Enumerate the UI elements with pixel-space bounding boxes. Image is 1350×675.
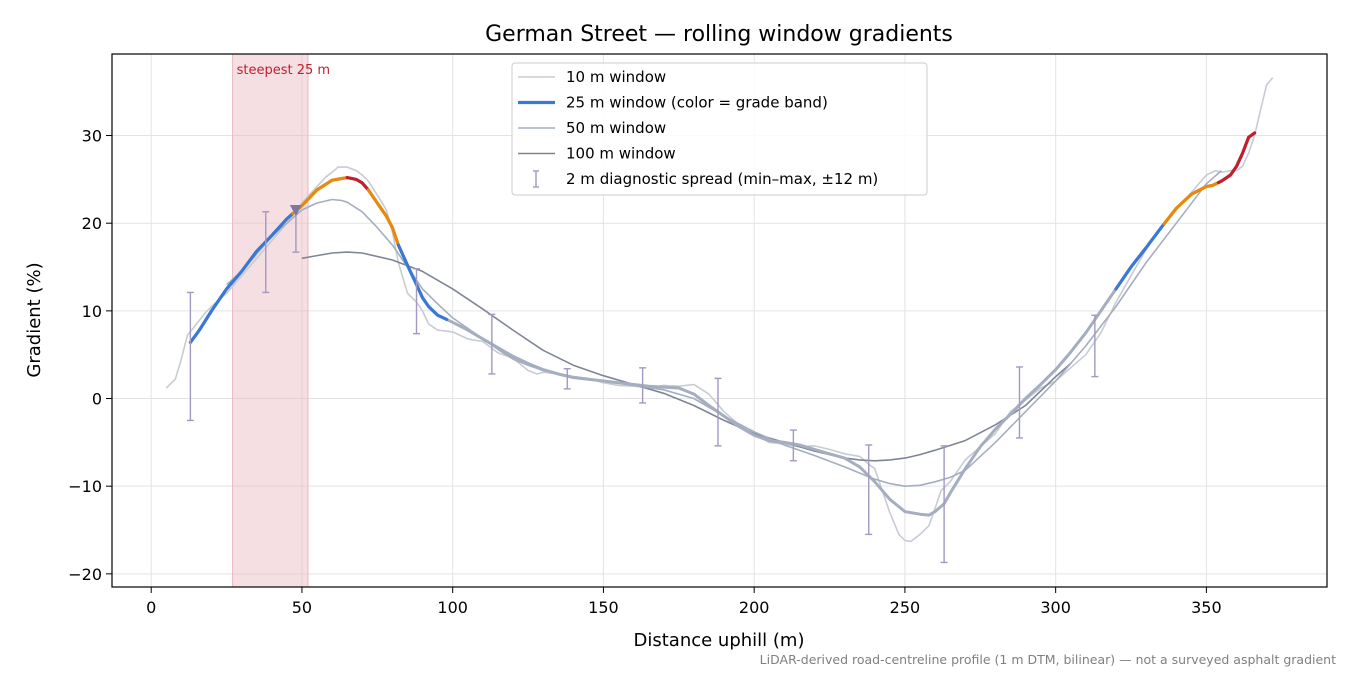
x-tick-label: 350 bbox=[1191, 598, 1222, 617]
y-tick-label: 30 bbox=[82, 127, 102, 146]
x-axis-ticks: 0 50 100 150 200 250 300 350 bbox=[146, 587, 1222, 617]
legend: 10 m window 25 m window (color = grade ba… bbox=[511, 62, 928, 196]
y-tick-label: 10 bbox=[82, 302, 102, 321]
x-tick-label: 250 bbox=[890, 598, 921, 617]
x-tick-label: 200 bbox=[739, 598, 770, 617]
grade-band-segment bbox=[345, 176, 370, 192]
y-axis-ticks: −20 −10 0 10 20 30 bbox=[68, 127, 112, 584]
x-tick-label: 300 bbox=[1040, 598, 1071, 617]
grade-band-segment bbox=[366, 188, 400, 247]
x-tick-label: 0 bbox=[146, 598, 156, 617]
steepest-window-label: steepest 25 m bbox=[237, 63, 330, 78]
steepest-shade-rect bbox=[232, 54, 308, 587]
steepest-marker-triangle bbox=[289, 205, 302, 217]
legend-box bbox=[511, 62, 928, 196]
y-tick-label: 20 bbox=[82, 214, 102, 233]
plot-frame bbox=[111, 53, 1328, 588]
y-axis-label: Gradient (%) bbox=[24, 262, 45, 377]
y-tick-label: −20 bbox=[68, 565, 102, 584]
grade-band-segment bbox=[188, 211, 295, 344]
y-tick-label: 0 bbox=[92, 390, 102, 409]
source-footnote: LiDAR-derived road-centreline profile (1… bbox=[759, 652, 1336, 667]
legend-label: 50 m window bbox=[566, 119, 666, 137]
chart-title: German Street — rolling window gradients bbox=[485, 22, 953, 47]
legend-label: 100 m window bbox=[566, 145, 676, 163]
steepest-marker bbox=[289, 205, 302, 217]
y-tick-label: −10 bbox=[68, 477, 102, 496]
grade-band-segment bbox=[396, 243, 449, 321]
series-10m-line bbox=[165, 77, 1274, 543]
steepest-window-shade bbox=[232, 54, 309, 587]
grade-band-segment bbox=[1216, 131, 1257, 185]
series-lines bbox=[165, 77, 1274, 543]
grade-band-segment bbox=[1162, 181, 1221, 226]
series-50m-line bbox=[226, 169, 1223, 488]
legend-label: 2 m diagnostic spread (min–max, ±12 m) bbox=[566, 170, 878, 188]
legend-label: 25 m window (color = grade band) bbox=[566, 94, 828, 112]
legend-label: 10 m window bbox=[566, 68, 666, 86]
series-100m-line bbox=[301, 251, 1072, 462]
x-tick-label: 150 bbox=[588, 598, 619, 617]
x-tick-label: 50 bbox=[292, 598, 312, 617]
grade-band-segment bbox=[1114, 222, 1166, 291]
x-axis-label: Distance uphill (m) bbox=[634, 630, 805, 651]
diagnostic-error-bars bbox=[186, 208, 1099, 564]
x-tick-label: 100 bbox=[437, 598, 468, 617]
